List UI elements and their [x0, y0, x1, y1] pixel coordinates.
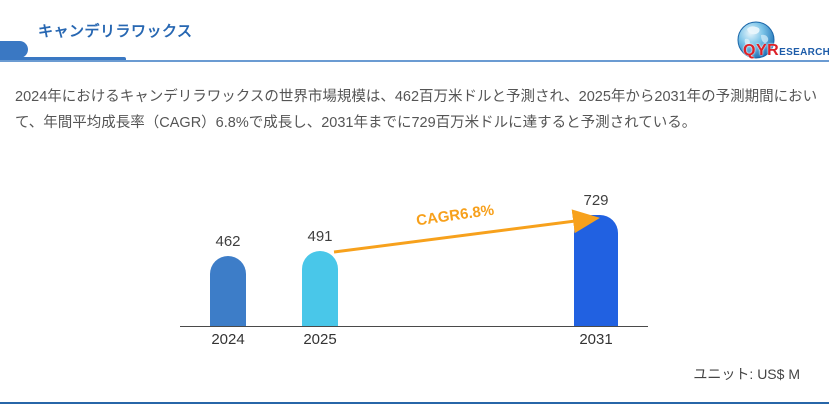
cagr-arrow: [333, 209, 600, 254]
globe-icon: [737, 21, 775, 59]
value-label-2031: 729: [583, 192, 609, 209]
tick-label-2031: 2031: [579, 331, 613, 348]
header-accent-bar: [0, 57, 126, 62]
logo-research: ESEARCH: [779, 47, 829, 58]
unit-label: ユニット: US$ M: [693, 366, 800, 382]
qyresearch-logo: QYRESEARCH: [735, 21, 829, 61]
market-summary-text: 2024年におけるキャンデリラワックスの世界市場規模は、462百万米ドルと予測さ…: [15, 89, 818, 131]
value-label-2024: 462: [215, 233, 241, 250]
footer-divider: [0, 402, 829, 404]
bar-2025: [302, 251, 338, 326]
logo-qyr: QYR: [743, 42, 780, 59]
bar-2031: [574, 215, 618, 326]
logo-text: QYRESEARCH: [743, 42, 829, 60]
header-divider: [0, 60, 829, 62]
bar-chart: 462 2024 491 2025 729 2031 CAGR6.8%: [0, 180, 829, 360]
bar-2024: [210, 256, 246, 326]
tick-label-2025: 2025: [303, 331, 337, 348]
tick-label-2024: 2024: [211, 331, 245, 348]
header-accent-tab: [0, 41, 28, 58]
value-label-2025: 491: [307, 228, 333, 245]
x-axis: [180, 326, 648, 327]
page-title: キャンデリラワックス: [38, 23, 193, 40]
